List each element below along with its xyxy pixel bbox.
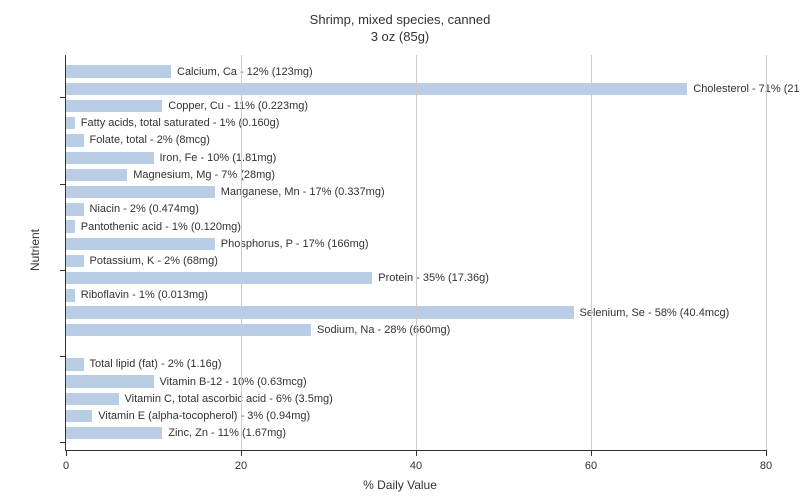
x-tick-label: 20 [235, 460, 247, 472]
x-tick-label: 0 [63, 460, 69, 472]
grid-line [416, 55, 417, 450]
bar-label: Cholesterol - 71% (214mg) [693, 83, 800, 95]
grid-line [241, 55, 242, 450]
plot-area: Calcium, Ca - 12% (123mg)Cholesterol - 7… [65, 55, 766, 451]
bar [66, 220, 75, 232]
y-tick [60, 97, 66, 98]
bar-label: Phosphorus, P - 17% (166mg) [221, 238, 369, 250]
bar-label: Niacin - 2% (0.474mg) [90, 203, 199, 215]
bar-label: Sodium, Na - 28% (660mg) [317, 324, 450, 336]
bar-label: Fatty acids, total saturated - 1% (0.160… [81, 117, 280, 129]
bar [66, 306, 574, 318]
bar-label: Magnesium, Mg - 7% (28mg) [133, 169, 275, 181]
bar [66, 65, 171, 77]
bar-label: Zinc, Zn - 11% (1.67mg) [168, 427, 286, 439]
bar [66, 117, 75, 129]
bar [66, 358, 84, 370]
x-tick-label: 60 [585, 460, 597, 472]
x-tick [66, 450, 67, 456]
chart-title-line2: 3 oz (85g) [0, 29, 800, 46]
bar [66, 134, 84, 146]
bar [66, 410, 92, 422]
y-tick [60, 442, 66, 443]
bar [66, 324, 311, 336]
grid-line [766, 55, 767, 450]
bar-label: Total lipid (fat) - 2% (1.16g) [90, 358, 222, 370]
bar-label: Folate, total - 2% (8mcg) [90, 134, 210, 146]
y-axis-title: Nutrient [28, 229, 42, 271]
y-tick [60, 356, 66, 357]
bar [66, 238, 215, 250]
bar [66, 100, 162, 112]
bar-label: Vitamin E (alpha-tocopherol) - 3% (0.94m… [98, 410, 310, 422]
bar-label: Manganese, Mn - 17% (0.337mg) [221, 186, 385, 198]
bar [66, 375, 154, 387]
bar-label: Vitamin C, total ascorbic acid - 6% (3.5… [125, 393, 333, 405]
x-tick-label: 80 [760, 460, 772, 472]
bar-label: Protein - 35% (17.36g) [378, 272, 489, 284]
grid-line [591, 55, 592, 450]
bar [66, 393, 119, 405]
bar-label: Vitamin B-12 - 10% (0.63mcg) [160, 376, 307, 388]
bar [66, 83, 687, 95]
bar-label: Riboflavin - 1% (0.013mg) [81, 289, 208, 301]
bar [66, 169, 127, 181]
bar-label: Calcium, Ca - 12% (123mg) [177, 66, 313, 78]
chart-title: Shrimp, mixed species, canned 3 oz (85g) [0, 0, 800, 46]
bar [66, 289, 75, 301]
bar [66, 427, 162, 439]
y-tick [60, 270, 66, 271]
bar [66, 272, 372, 284]
bar [66, 152, 154, 164]
x-tick [241, 450, 242, 456]
bar-label: Pantothenic acid - 1% (0.120mg) [81, 221, 241, 233]
bar [66, 255, 84, 267]
chart-title-line1: Shrimp, mixed species, canned [0, 12, 800, 29]
x-tick [766, 450, 767, 456]
x-tick [591, 450, 592, 456]
bar [66, 203, 84, 215]
nutrient-chart: Shrimp, mixed species, canned 3 oz (85g)… [0, 0, 800, 500]
x-tick [416, 450, 417, 456]
x-tick-label: 40 [410, 460, 422, 472]
bar-label: Iron, Fe - 10% (1.81mg) [160, 152, 277, 164]
bar-label: Selenium, Se - 58% (40.4mcg) [580, 307, 730, 319]
y-tick [60, 184, 66, 185]
bar-label: Copper, Cu - 11% (0.223mg) [168, 100, 308, 112]
x-axis-title: % Daily Value [363, 478, 437, 492]
bar [66, 186, 215, 198]
bar-label: Potassium, K - 2% (68mg) [90, 255, 218, 267]
